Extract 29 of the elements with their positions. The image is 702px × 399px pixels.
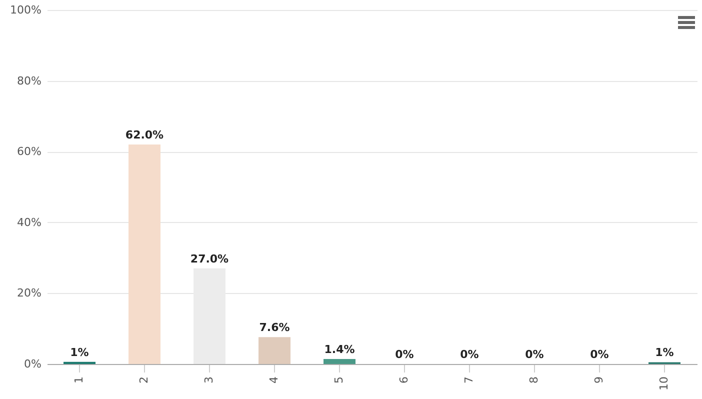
data-label: 1.4% bbox=[324, 343, 355, 356]
y-tick-label: 0% bbox=[24, 358, 42, 370]
data-label: 0% bbox=[525, 348, 544, 361]
x-tick-label: 10 bbox=[658, 376, 670, 390]
x-tick-label: 5 bbox=[332, 376, 346, 384]
x-tick-label: 1 bbox=[72, 376, 86, 384]
y-tick-label: 60% bbox=[17, 145, 42, 158]
data-label: 1% bbox=[70, 346, 89, 359]
y-tick-label: 80% bbox=[17, 74, 42, 88]
bar bbox=[128, 144, 160, 364]
x-tick-label: 7 bbox=[462, 376, 476, 384]
bar bbox=[324, 359, 356, 364]
data-label: 7.6% bbox=[259, 321, 290, 334]
data-label: 62.0% bbox=[125, 128, 164, 142]
data-label: 0% bbox=[590, 348, 609, 361]
data-label: 0% bbox=[460, 348, 479, 361]
y-tick-label: 100% bbox=[10, 4, 42, 16]
bar bbox=[258, 337, 290, 364]
x-tick-label: 4 bbox=[268, 376, 280, 384]
x-tick-label: 9 bbox=[592, 376, 606, 384]
x-tick-label: 2 bbox=[138, 376, 150, 384]
x-tick-label: 3 bbox=[202, 376, 216, 384]
data-label: 0% bbox=[395, 348, 414, 361]
y-tick-label: 20% bbox=[17, 286, 42, 300]
x-tick-label: 8 bbox=[528, 376, 540, 384]
y-tick-label: 40% bbox=[17, 216, 42, 229]
data-label: 27.0% bbox=[190, 252, 229, 266]
x-tick-label: 6 bbox=[398, 376, 410, 384]
data-label: 1% bbox=[655, 346, 674, 360]
